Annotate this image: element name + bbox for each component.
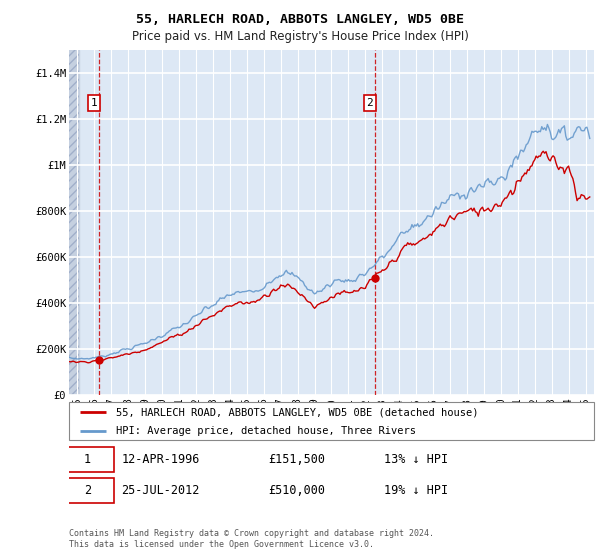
Text: 55, HARLECH ROAD, ABBOTS LANGLEY, WD5 0BE (detached house): 55, HARLECH ROAD, ABBOTS LANGLEY, WD5 0B… bbox=[116, 407, 479, 417]
Text: 2: 2 bbox=[84, 484, 91, 497]
Text: HPI: Average price, detached house, Three Rivers: HPI: Average price, detached house, Thre… bbox=[116, 426, 416, 436]
Text: £510,000: £510,000 bbox=[269, 484, 325, 497]
Text: 2: 2 bbox=[367, 98, 373, 108]
Text: £151,500: £151,500 bbox=[269, 453, 325, 466]
Text: 1: 1 bbox=[91, 98, 97, 108]
FancyBboxPatch shape bbox=[61, 478, 113, 503]
Text: 1: 1 bbox=[84, 453, 91, 466]
Text: Contains HM Land Registry data © Crown copyright and database right 2024.
This d: Contains HM Land Registry data © Crown c… bbox=[69, 529, 434, 549]
FancyBboxPatch shape bbox=[61, 447, 113, 473]
Text: 25-JUL-2012: 25-JUL-2012 bbox=[121, 484, 200, 497]
Bar bbox=[69, 50, 79, 395]
Text: 55, HARLECH ROAD, ABBOTS LANGLEY, WD5 0BE: 55, HARLECH ROAD, ABBOTS LANGLEY, WD5 0B… bbox=[136, 13, 464, 26]
Bar bbox=[69, 50, 79, 395]
Text: Price paid vs. HM Land Registry's House Price Index (HPI): Price paid vs. HM Land Registry's House … bbox=[131, 30, 469, 43]
FancyBboxPatch shape bbox=[69, 402, 594, 440]
Text: 13% ↓ HPI: 13% ↓ HPI bbox=[384, 453, 448, 466]
Text: 12-APR-1996: 12-APR-1996 bbox=[121, 453, 200, 466]
Text: 19% ↓ HPI: 19% ↓ HPI bbox=[384, 484, 448, 497]
